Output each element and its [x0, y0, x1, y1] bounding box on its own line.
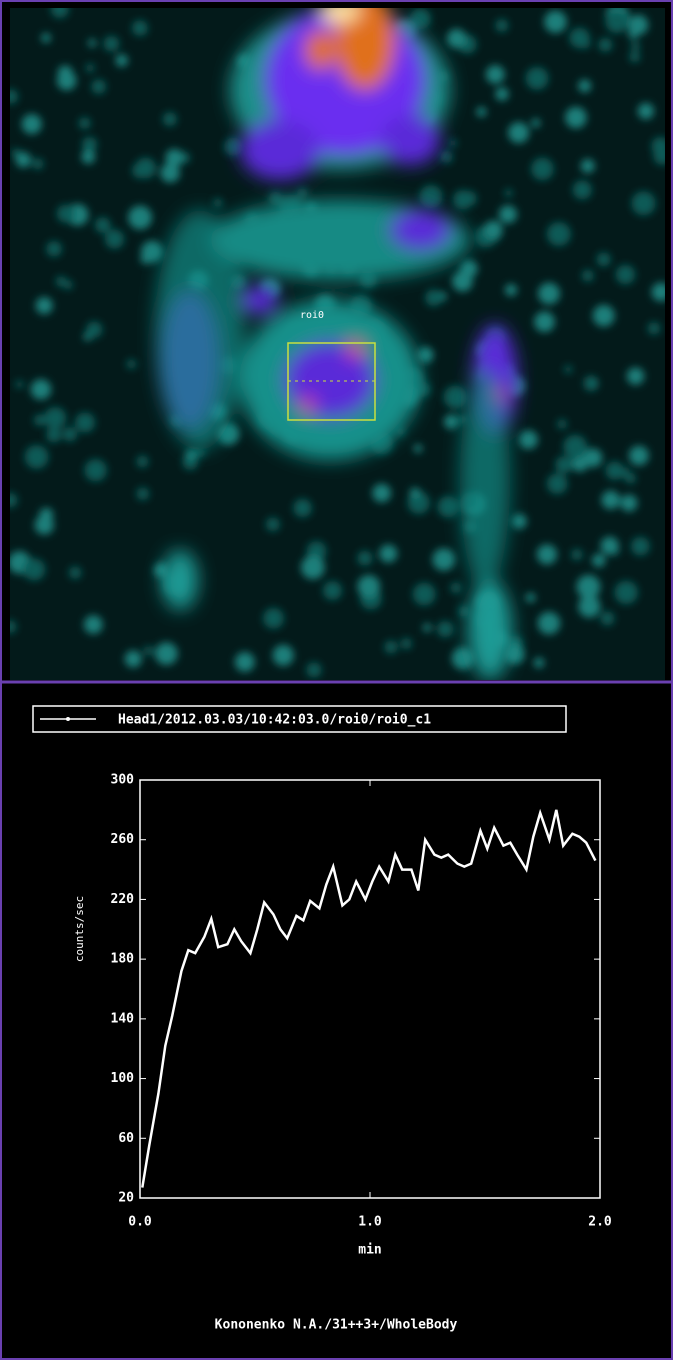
y-tick-label: 260 — [111, 832, 135, 847]
y-axis-label: counts/sec — [73, 896, 86, 962]
x-tick-label: 1.0 — [358, 1215, 382, 1230]
y-tick-label: 300 — [111, 773, 135, 788]
y-tick-label: 140 — [111, 1011, 135, 1026]
legend-marker — [66, 717, 70, 721]
x-axis-label: min — [358, 1243, 381, 1258]
y-tick-label: 220 — [111, 892, 135, 907]
scan-image: roi0 — [3, 0, 672, 680]
legend-label: Head1/2012.03.03/10:42:03.0/roi0/roi0_c1 — [118, 713, 431, 728]
x-tick-label: 0.0 — [128, 1215, 152, 1230]
y-tick-label: 100 — [111, 1071, 135, 1086]
y-tick-label: 20 — [118, 1191, 134, 1206]
roi-label: roi0 — [300, 310, 324, 321]
footer: Kononenko N.A./31++3+/WholeBody — [215, 1318, 458, 1333]
y-tick-label: 180 — [111, 952, 135, 967]
screen: roi0 Kononenko N.A./31++3+/WholeBody 20 6… — [0, 0, 673, 1360]
y-tick-label: 60 — [118, 1131, 134, 1146]
x-tick-label: 2.0 — [588, 1215, 612, 1230]
